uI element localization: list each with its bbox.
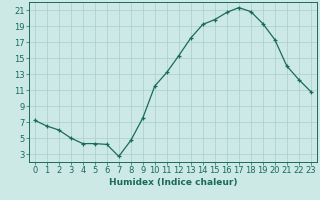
X-axis label: Humidex (Indice chaleur): Humidex (Indice chaleur) (108, 178, 237, 187)
